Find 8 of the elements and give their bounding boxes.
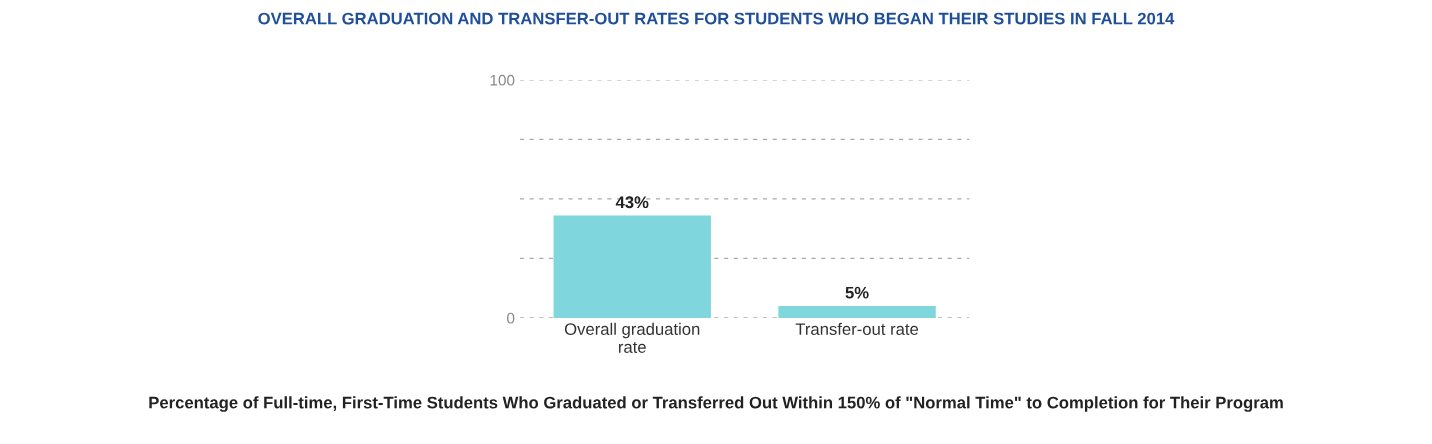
y-tick-label: 0 <box>507 312 515 324</box>
y-tick-label: 100 <box>490 74 515 86</box>
data-label: 43% <box>615 196 649 209</box>
data-label: 5% <box>845 286 869 299</box>
x-tick-label: Overall graduation rate <box>564 322 700 353</box>
chart-title: OVERALL GRADUATION AND TRANSFER-OUT RATES FOR STUDENTS WHO BEGAN THEIR STUDIES IN FALL 2014 <box>258 12 1175 25</box>
text: Percentage of Full-time, First-Time Students Who Graduated or Transferred Out Within 150% of "Normal Time" to Completion for Their Program <box>149 396 1283 412</box>
x-tick-label: Transfer-out rate <box>795 322 919 336</box>
